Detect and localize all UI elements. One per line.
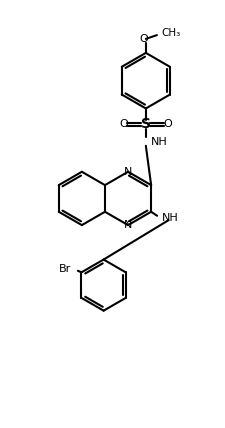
Text: O: O <box>119 119 128 129</box>
Text: NH: NH <box>162 214 179 223</box>
Text: O: O <box>164 119 172 129</box>
Text: N: N <box>124 167 132 177</box>
Text: S: S <box>141 117 151 131</box>
Text: O: O <box>140 34 148 44</box>
Text: NH: NH <box>151 137 167 147</box>
Text: CH₃: CH₃ <box>162 28 181 38</box>
Text: Br: Br <box>59 264 71 274</box>
Text: N: N <box>124 220 132 230</box>
